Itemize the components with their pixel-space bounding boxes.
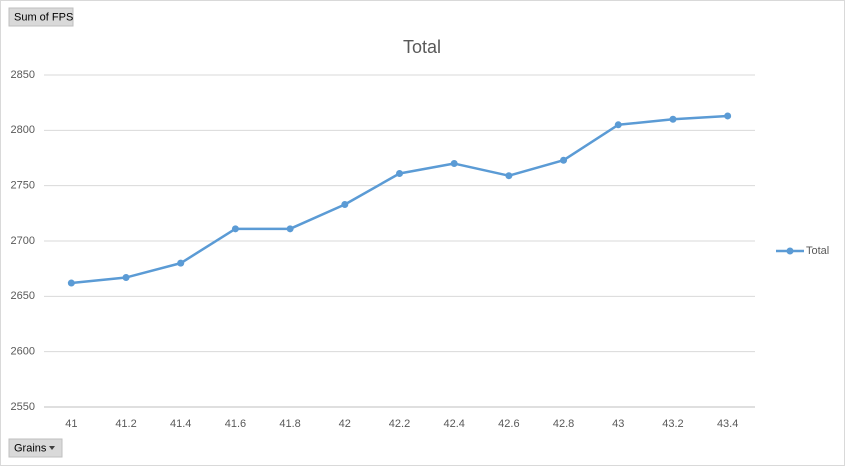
data-point xyxy=(614,121,622,129)
x-tick-label: 41 xyxy=(65,418,77,430)
y-tick-label: 2800 xyxy=(11,124,35,136)
data-point xyxy=(724,112,732,120)
data-point xyxy=(286,225,294,233)
x-tick-label: 42.4 xyxy=(443,418,464,430)
data-point xyxy=(396,169,403,177)
x-tick-label: 41.2 xyxy=(115,418,136,430)
data-point xyxy=(450,160,458,168)
y-tick-label: 2650 xyxy=(11,290,35,302)
x-tick-label: 43.2 xyxy=(662,418,683,430)
button-bg xyxy=(8,7,74,27)
x-tick-label: 42.2 xyxy=(389,418,410,430)
x-tick-label: 42.6 xyxy=(498,418,519,430)
data-point xyxy=(177,259,185,267)
data-point xyxy=(67,279,75,287)
data-point xyxy=(231,225,239,233)
axis-field-button[interactable]: Grains xyxy=(8,438,63,458)
button-label: Grains xyxy=(14,442,47,454)
data-point xyxy=(560,156,568,164)
dropdown-arrow xyxy=(49,446,55,450)
x-tick-label: 42.8 xyxy=(553,418,574,430)
x-tick-label: 42 xyxy=(339,418,351,430)
legend-marker xyxy=(786,247,794,255)
x-tick-label: 43 xyxy=(612,418,624,430)
y-tick-label: 2850 xyxy=(11,69,35,81)
data-point xyxy=(122,274,130,282)
x-tick-label: 41.8 xyxy=(279,418,300,430)
button-bg xyxy=(8,438,63,458)
chart-title: Total xyxy=(403,37,441,57)
legend-label: Total xyxy=(806,245,829,257)
data-point xyxy=(669,115,677,123)
y-tick-label: 2750 xyxy=(11,180,35,192)
y-tick-label: 2600 xyxy=(11,346,35,358)
x-tick-label: 41.6 xyxy=(225,418,246,430)
button-label: Sum of FPS xyxy=(14,11,73,23)
data-point xyxy=(341,200,349,208)
values-field-button[interactable]: Sum of FPS xyxy=(8,7,74,27)
x-tick-label: 43.4 xyxy=(717,418,738,430)
x-tick-label: 41.4 xyxy=(170,418,191,430)
y-tick-label: 2700 xyxy=(11,235,35,247)
data-point xyxy=(505,172,513,180)
y-tick-label: 2550 xyxy=(11,401,35,413)
